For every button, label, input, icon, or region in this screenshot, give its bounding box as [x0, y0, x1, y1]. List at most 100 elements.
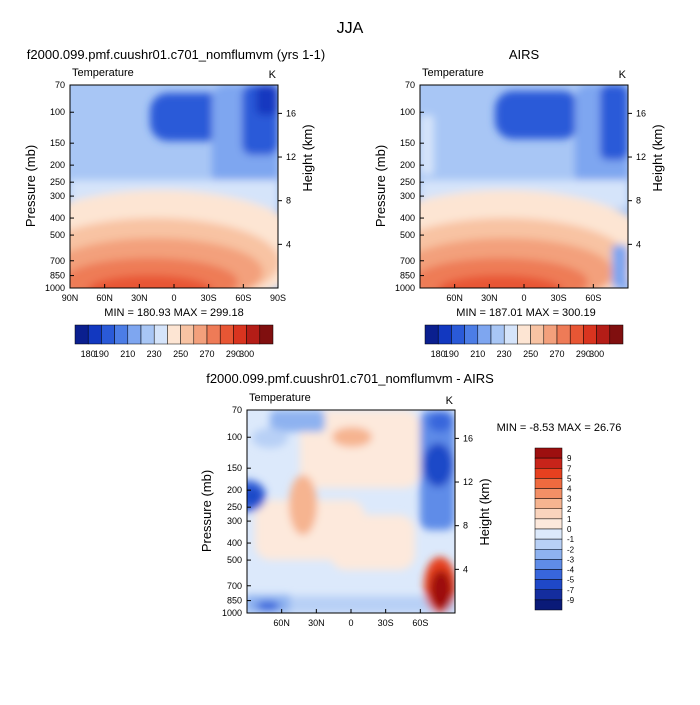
colorbar-swatch	[127, 324, 142, 345]
panel-model-x-ticks: 90N 60N 30N 0 30S 60S 90S	[62, 284, 286, 303]
colorbar-swatch	[180, 324, 195, 345]
height-tick-label: 8	[636, 196, 641, 206]
colorbar-swatch	[534, 518, 563, 530]
colorbar-swatch	[246, 324, 261, 345]
panel-model: f2000.099.pmf.cuushr01.c701_nomflumvm (y…	[23, 47, 325, 359]
colorbar-swatch	[534, 488, 563, 499]
pressure-tick-label: 500	[400, 230, 415, 240]
latitude-tick-label: 60N	[446, 293, 463, 303]
colorbar-swatch	[534, 478, 563, 489]
pressure-tick-label: 850	[400, 271, 415, 281]
colorbar-swatch	[153, 324, 168, 345]
pressure-tick-label: 850	[50, 271, 65, 281]
colorbar-swatch	[101, 324, 115, 345]
colorbar-swatch	[140, 324, 155, 345]
colorbar-swatch	[534, 498, 563, 509]
pressure-tick-label: 500	[50, 230, 65, 240]
pressure-tick-label: 70	[232, 405, 242, 415]
pressure-tick-label: 850	[227, 596, 242, 606]
colorbar-label: 300	[589, 349, 604, 359]
figure-season-title: JJA	[337, 20, 364, 37]
colorbar-label: -1	[567, 535, 575, 544]
pressure-tick-label: 300	[50, 191, 65, 201]
panel-difference-ylabel: Pressure (mb)	[199, 470, 214, 552]
colorbar-label: 210	[470, 349, 485, 359]
colorbar-label: 250	[173, 349, 188, 359]
colorbar-swatch	[534, 579, 563, 590]
pressure-tick-label: 70	[405, 80, 415, 90]
panel-model-left-ticks: 70 100 150 200 250 300 400 500 700 850 1000	[45, 80, 74, 293]
colorbar-swatch	[534, 589, 563, 601]
height-tick-label: 8	[286, 196, 291, 206]
colorbar-label: 190	[444, 349, 459, 359]
panel-airs: AIRS Temperature K 70 100 150 200 250 300 400 5…	[373, 47, 665, 359]
colorbar-swatch	[534, 457, 563, 469]
colorbar-swatch	[596, 324, 611, 345]
panel-difference: f2000.099.pmf.cuushr01.c701_nomflumvm - …	[199, 371, 621, 628]
pressure-tick-label: 250	[400, 177, 415, 187]
latitude-tick-label: 0	[171, 293, 176, 303]
pressure-tick-label: 200	[227, 485, 242, 495]
panel-model-ylabel-right: Height (km)	[300, 124, 315, 191]
colorbar-swatch	[583, 324, 597, 345]
colorbar-label: 1	[567, 515, 572, 524]
pressure-tick-label: 100	[400, 107, 415, 117]
height-tick-label: 16	[286, 108, 296, 118]
colorbar-label: -2	[567, 545, 575, 554]
height-tick-label: 12	[463, 477, 473, 487]
colorbar-swatch	[534, 549, 563, 560]
panel-model-ylabel: Pressure (mb)	[23, 145, 38, 227]
colorbar-swatch	[534, 447, 563, 459]
pressure-tick-label: 400	[400, 213, 415, 223]
pressure-tick-label: 200	[50, 160, 65, 170]
latitude-tick-label: 90N	[62, 293, 79, 303]
colorbar-swatch	[534, 468, 563, 479]
pressure-tick-label: 700	[227, 581, 242, 591]
colorbar-swatch	[259, 324, 274, 345]
colorbar-label: -4	[567, 566, 575, 575]
panel-difference-ylabel-right: Height (km)	[477, 478, 492, 545]
colorbar-swatch	[534, 569, 563, 580]
colorbar-swatch	[490, 324, 505, 345]
colorbar-swatch	[534, 599, 563, 611]
colorbar-swatch	[530, 324, 545, 345]
colorbar-swatch	[503, 324, 518, 345]
colorbar-label: 2	[567, 505, 572, 514]
pressure-tick-label: 700	[400, 256, 415, 266]
colorbar-label: 190	[94, 349, 109, 359]
colorbar-label: 230	[497, 349, 512, 359]
panel-airs-left-ticks: 70 100 150 200 250 300 400 500 700 850 1000	[395, 80, 424, 293]
pressure-tick-label: 200	[400, 160, 415, 170]
colorbar-label: 290	[576, 349, 591, 359]
pressure-tick-label: 300	[227, 516, 242, 526]
colorbar-swatch	[87, 324, 102, 345]
latitude-tick-label: 30N	[131, 293, 148, 303]
height-tick-label: 8	[463, 521, 468, 531]
colorbar-swatch	[534, 538, 563, 550]
colorbar-swatch	[74, 324, 89, 345]
panel-model-stats: MIN = 180.93 MAX = 299.18	[104, 307, 243, 319]
panel-model-field	[70, 85, 278, 288]
panel-difference-variable: Temperature	[249, 392, 311, 404]
colorbar-swatch	[517, 324, 531, 345]
panel-airs-right-ticks: 16 12 8 4	[628, 108, 646, 249]
pressure-tick-label: 150	[400, 138, 415, 148]
colorbar-label: 290	[226, 349, 241, 359]
panel-model-title: f2000.099.pmf.cuushr01.c701_nomflumvm (y…	[27, 47, 325, 62]
height-tick-label: 12	[286, 152, 296, 162]
colorbar-swatch	[114, 324, 129, 345]
latitude-tick-label: 60S	[412, 618, 428, 628]
colorbar-label: -5	[567, 576, 575, 585]
colorbar-label: 5	[567, 474, 572, 483]
pressure-tick-label: 1000	[45, 283, 65, 293]
colorbar-label: -3	[567, 555, 575, 564]
pressure-tick-label: 500	[227, 555, 242, 565]
colorbar-swatch	[534, 559, 563, 570]
colorbar-label: 7	[567, 464, 572, 473]
latitude-tick-label: 60N	[96, 293, 113, 303]
latitude-tick-label: 30S	[551, 293, 567, 303]
latitude-tick-label: 30S	[201, 293, 217, 303]
colorbar-swatch	[534, 528, 563, 540]
colorbar-swatch	[556, 324, 571, 345]
